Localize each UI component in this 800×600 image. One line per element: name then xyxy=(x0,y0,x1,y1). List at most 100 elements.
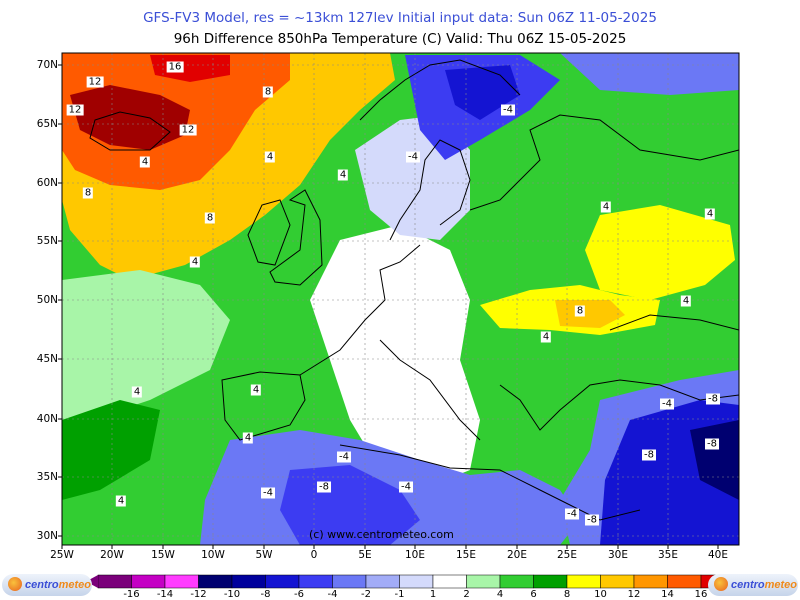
color-scale-swatch xyxy=(231,574,266,589)
color-scale-label: -16 xyxy=(123,589,140,600)
contour-label: -8 xyxy=(706,393,720,405)
graticule xyxy=(62,53,739,545)
lon-label-10e: 10E xyxy=(405,549,425,561)
color-scale-label: 12 xyxy=(627,589,641,600)
contour-label: -8 xyxy=(642,449,656,461)
color-scale-label: 6 xyxy=(530,589,537,600)
contour-label: 4 xyxy=(139,156,151,168)
contour-label: 4 xyxy=(115,495,127,507)
neutral-region-europe xyxy=(310,225,480,490)
lat-label-45n: 45N xyxy=(36,353,58,365)
contour-label: -4 xyxy=(399,481,413,493)
centrometeo-logo-left[interactable]: centrometeo xyxy=(2,574,92,596)
contour-label: 4 xyxy=(250,384,262,396)
contour-label: 4 xyxy=(264,151,276,163)
contour-label: -4 xyxy=(565,508,579,520)
contour-label: 4 xyxy=(337,169,349,181)
contour-label: -8 xyxy=(585,514,599,526)
cold-region-arctic-east xyxy=(560,53,739,95)
lon-label-20e: 20E xyxy=(507,549,527,561)
contour-label: -4 xyxy=(261,487,275,499)
color-scale-swatch xyxy=(566,574,601,589)
color-scale-swatch xyxy=(265,574,300,589)
color-scale-swatch xyxy=(365,574,400,589)
contour-label: 16 xyxy=(166,61,184,73)
color-scale-label: -6 xyxy=(294,589,304,600)
lon-label-15e: 15E xyxy=(456,549,476,561)
cold-region-north-africa xyxy=(280,465,420,545)
lon-label-15w: 15W xyxy=(151,549,175,561)
contour-label: 4 xyxy=(540,331,552,343)
lat-label-65n: 65N xyxy=(36,118,58,130)
color-scale-label: -10 xyxy=(223,589,241,600)
contour-label: 4 xyxy=(242,432,254,444)
contour-label: -8 xyxy=(705,438,719,450)
color-scale-label: -1 xyxy=(394,589,405,600)
lat-label-55n: 55N xyxy=(36,235,58,247)
color-scale-label: 16 xyxy=(694,589,708,600)
contour-label: 12 xyxy=(179,124,197,136)
color-scale-label: 14 xyxy=(661,589,674,600)
copyright-credit: (c) www.centrometeo.com xyxy=(309,528,454,541)
color-scale-swatch xyxy=(131,574,166,589)
centrometeo-logo-right[interactable]: centrometeo xyxy=(708,574,798,596)
contour-label: 4 xyxy=(131,386,143,398)
color-scale-swatch xyxy=(667,574,702,589)
lon-label-0: 0 xyxy=(310,549,318,561)
contour-label: -4 xyxy=(406,151,420,163)
lon-label-25e: 25E xyxy=(557,549,577,561)
sun-icon xyxy=(8,577,22,592)
contour-label: 8 xyxy=(262,86,274,98)
color-scale-swatch xyxy=(399,574,434,589)
lat-label-50n: 50N xyxy=(36,294,58,306)
sun-icon xyxy=(714,577,728,592)
mild-region-western-sea xyxy=(62,270,230,440)
color-scale-label: 10 xyxy=(594,589,607,600)
color-scale-swatch xyxy=(164,574,199,589)
contour-label: -4 xyxy=(501,104,515,116)
color-scale-swatch xyxy=(466,574,501,589)
contour-label: 4 xyxy=(680,295,692,307)
lat-label-30n: 30N xyxy=(36,530,58,542)
contour-label: 4 xyxy=(704,208,716,220)
color-scale-swatch xyxy=(633,574,668,589)
color-scale-swatch xyxy=(198,574,233,589)
axis-ticks xyxy=(58,64,719,549)
color-scale-swatch xyxy=(499,574,534,589)
color-scale-swatch xyxy=(432,574,467,589)
color-scale-label: -4 xyxy=(327,589,338,600)
color-scale-swatch xyxy=(298,574,333,589)
warm-region-atlantic-peak xyxy=(70,85,190,150)
lon-label-30e: 30E xyxy=(608,549,628,561)
map-border xyxy=(61,52,740,546)
lat-label-35n: 35N xyxy=(36,471,58,483)
color-scale-label: -14 xyxy=(156,589,174,600)
color-scale-label: -2 xyxy=(361,589,371,600)
color-scale-label: 1 xyxy=(429,589,437,600)
contour-label: 12 xyxy=(66,104,84,116)
lon-label-5e: 5E xyxy=(358,549,372,561)
mild-region-atlantic-south xyxy=(62,400,160,500)
color-scale-label: 4 xyxy=(496,589,504,600)
lat-label-60n: 60N xyxy=(36,177,58,189)
color-scale-swatch xyxy=(332,574,367,589)
color-scale-swatch xyxy=(533,574,568,589)
lon-label-40e: 40E xyxy=(708,549,728,561)
color-scale-swatch xyxy=(97,574,132,589)
cold-region-east-med-peak xyxy=(690,420,739,500)
contour-label: 8 xyxy=(574,305,586,317)
contour-label: -8 xyxy=(317,481,331,493)
color-scale-label: 8 xyxy=(563,589,571,600)
map-fields xyxy=(62,53,739,545)
lat-label-40n: 40N xyxy=(36,413,58,425)
contour-label: 8 xyxy=(82,187,94,199)
lon-label-10w: 10W xyxy=(201,549,225,561)
lon-label-25w: 25W xyxy=(50,549,74,561)
warm-region-east xyxy=(585,205,735,300)
contour-label: -4 xyxy=(660,398,674,410)
coastlines xyxy=(89,59,739,521)
contour-label: 8 xyxy=(204,212,216,224)
color-scale-label: 2 xyxy=(463,589,470,600)
color-scale-arrow-left xyxy=(86,575,98,588)
color-scale-swatch xyxy=(600,574,635,589)
